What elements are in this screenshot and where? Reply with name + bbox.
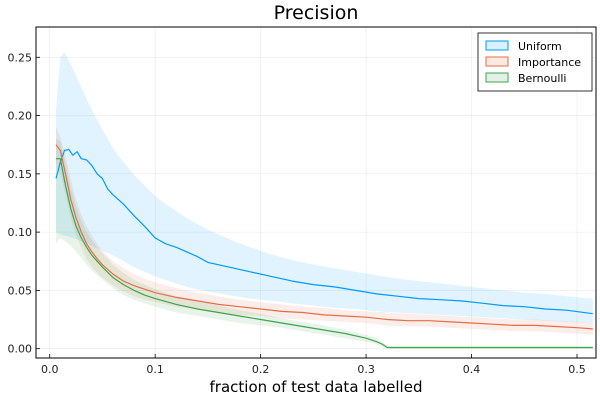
bernoulli-line [56, 158, 593, 349]
importance-line [55, 144, 593, 330]
confidence-bands [56, 52, 593, 349]
legend-label-importance: Importance [518, 56, 581, 69]
plot-frame [35, 26, 597, 359]
legend-label-uniform: Uniform [518, 40, 562, 53]
uniform-band [56, 52, 593, 323]
uniform-line [55, 148, 593, 315]
x-axis-ticks: 0.0 0.1 0.2 0.3 0.4 0.5 [41, 354, 586, 376]
y-tick-label: 0.10 [8, 226, 33, 239]
y-tick-label: 0.15 [8, 168, 33, 181]
legend-label-bernoulli: Bernoulli [518, 72, 567, 85]
x-tick-label: 0.1 [146, 363, 164, 376]
x-tick-label: 0.5 [568, 363, 586, 376]
legend-swatch-importance [485, 56, 509, 67]
x-axis-label: fraction of test data labelled [210, 378, 423, 396]
legend: Uniform Importance Bernoulli [477, 32, 593, 92]
legend-swatch-bernoulli [485, 72, 509, 83]
y-tick-label: 0.20 [8, 110, 33, 123]
x-tick-label: 0.4 [463, 363, 481, 376]
chart-title: Precision [274, 2, 359, 24]
legend-swatch-uniform [485, 40, 509, 51]
y-tick-label: 0.00 [8, 343, 33, 356]
x-tick-label: 0.0 [41, 363, 59, 376]
x-tick-label: 0.3 [357, 363, 375, 376]
y-tick-label: 0.25 [8, 51, 33, 64]
series-lines [55, 144, 593, 349]
y-axis-ticks: 0.00 0.05 0.10 0.15 0.20 0.25 [8, 51, 40, 356]
x-tick-label: 0.2 [252, 363, 270, 376]
y-tick-label: 0.05 [8, 284, 33, 297]
legend-box [477, 32, 593, 92]
